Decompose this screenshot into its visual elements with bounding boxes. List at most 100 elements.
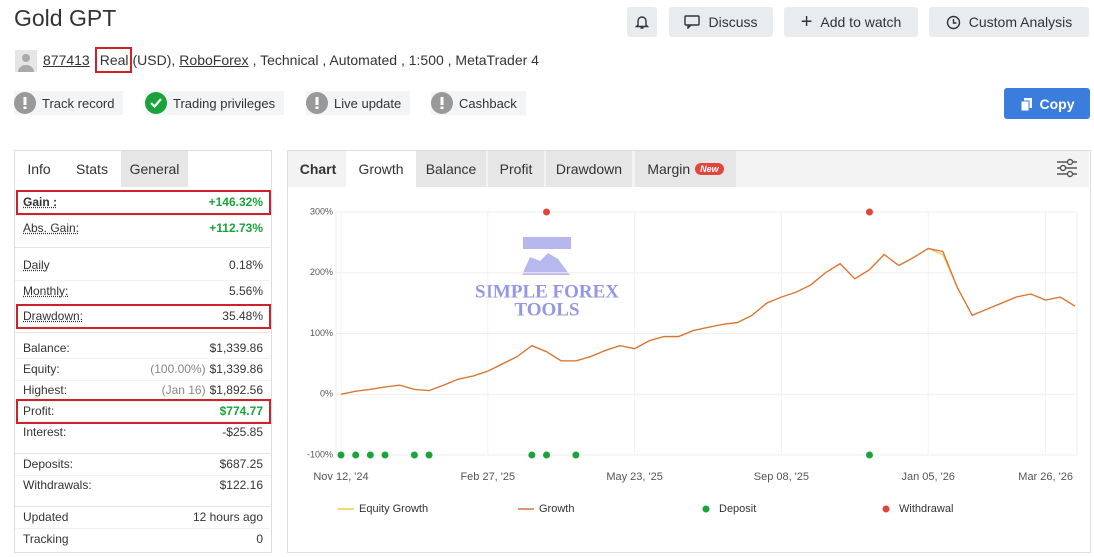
button-label: Custom Analysis bbox=[968, 14, 1073, 30]
account-type: Real bbox=[99, 52, 129, 68]
details: , Technical , Automated , 1:500 , MetaTr… bbox=[252, 52, 539, 68]
stat-label: Withdrawals: bbox=[23, 478, 92, 492]
stat-row: Tracking 0 bbox=[23, 531, 263, 547]
stat-label: Tracking bbox=[23, 532, 69, 546]
stat-label: Deposits: bbox=[23, 457, 74, 471]
currency: (USD), bbox=[132, 52, 176, 68]
badge-label: Live update bbox=[334, 95, 402, 111]
badge: Cashback bbox=[431, 91, 526, 115]
chart-tab-label: Growth bbox=[358, 161, 404, 177]
watermark: SIMPLE FOREX bbox=[475, 281, 619, 302]
chart-tab[interactable]: Profit bbox=[488, 151, 544, 187]
legend-label: Growth bbox=[539, 503, 574, 515]
discuss-button[interactable]: Discuss bbox=[669, 7, 773, 37]
chart-tab-label: Chart bbox=[299, 161, 337, 177]
deposit-marker bbox=[543, 451, 551, 459]
analysis-button[interactable]: Custom Analysis bbox=[929, 7, 1089, 37]
stat-value: $1,339.86 bbox=[210, 341, 263, 355]
copy-button[interactable]: Copy bbox=[1004, 88, 1090, 119]
chart-tab[interactable]: Drawdown bbox=[546, 151, 632, 187]
deposit-marker bbox=[572, 451, 580, 459]
chart-tab[interactable]: Margin New bbox=[635, 151, 736, 187]
growth-line bbox=[340, 247, 1076, 395]
account-id[interactable]: 877413 bbox=[43, 52, 90, 68]
chart-panel bbox=[287, 150, 1091, 553]
chart-tab-label: Margin bbox=[647, 161, 691, 177]
stat-row: Gain : +146.32% bbox=[23, 194, 263, 210]
stat-value: $122.16 bbox=[220, 478, 263, 492]
stat-label: Updated bbox=[23, 510, 69, 524]
stat-value-text: -$25.85 bbox=[222, 425, 263, 439]
chart-tab-label: Drawdown bbox=[555, 161, 623, 177]
y-tick-label: 200% bbox=[310, 267, 333, 277]
tab[interactable]: Info bbox=[27, 161, 51, 177]
tab[interactable]: General bbox=[121, 151, 188, 187]
separator bbox=[15, 401, 270, 402]
chart-tab-label: Profit bbox=[499, 161, 533, 177]
stat-label: Equity: bbox=[23, 362, 60, 376]
settings-icon[interactable] bbox=[1056, 158, 1078, 178]
chart-tab[interactable]: Balance bbox=[416, 151, 486, 187]
stat-label: Abs. Gain: bbox=[23, 221, 80, 235]
separator bbox=[15, 332, 270, 333]
stat-row: Daily 0.18% bbox=[23, 257, 263, 273]
stats-panel bbox=[14, 150, 272, 553]
chart-tab[interactable]: Growth bbox=[346, 151, 416, 187]
deposit-marker bbox=[425, 451, 433, 459]
watermark-logo bbox=[522, 237, 571, 275]
copy-label: Copy bbox=[1039, 95, 1075, 112]
stat-value: +146.32% bbox=[209, 195, 263, 209]
separator bbox=[15, 358, 270, 359]
badge-label: Trading privileges bbox=[173, 95, 276, 111]
stat-value: $774.77 bbox=[220, 404, 263, 418]
stat-row: Drawdown: 35.48% bbox=[23, 308, 263, 324]
x-tick-label: Nov 12, '24 bbox=[313, 471, 368, 483]
deposit-marker bbox=[337, 451, 345, 459]
highlight bbox=[16, 399, 271, 424]
broker[interactable]: RoboForex bbox=[179, 52, 249, 68]
chart: SIMPLE FOREX TOOLS 300% 200% 100% 0% -100% No… bbox=[307, 206, 1078, 515]
title: Gold GPT bbox=[14, 5, 117, 31]
stat-value-text: 12 hours ago bbox=[192, 510, 263, 524]
y-tick-label: -100% bbox=[307, 449, 333, 459]
stat-row: Equity: (100.00%) $1,339.86 bbox=[23, 361, 263, 377]
stat-row: Interest: -$25.85 bbox=[23, 424, 263, 440]
watch-button[interactable]: + Add to watch bbox=[784, 7, 918, 37]
chart-tab: Chart bbox=[290, 151, 346, 187]
separator bbox=[15, 453, 270, 454]
stat-value-text: 5.56% bbox=[228, 284, 263, 298]
button-label: Add to watch bbox=[820, 14, 902, 30]
badge: Live update bbox=[306, 91, 411, 115]
stat-value-text: $1,892.56 bbox=[209, 383, 263, 397]
badge: Track record bbox=[14, 91, 124, 115]
stat-value: $687.25 bbox=[220, 457, 263, 471]
highlight bbox=[16, 304, 271, 329]
notify-button[interactable] bbox=[627, 7, 657, 37]
separator bbox=[15, 247, 270, 248]
x-tick-label: Mar 26, '26 bbox=[1018, 471, 1073, 483]
x-tick-label: Feb 27, '25 bbox=[460, 471, 515, 483]
legend-label: Equity Growth bbox=[359, 503, 428, 515]
badge: Trading privileges bbox=[145, 91, 285, 115]
stat-row: Balance: $1,339.86 bbox=[23, 340, 263, 356]
highlight bbox=[95, 47, 132, 73]
stat-value: 12 hours ago bbox=[193, 510, 263, 524]
tab[interactable]: Stats bbox=[76, 161, 108, 177]
stat-value-text: +146.32% bbox=[208, 195, 263, 209]
stat-label: Highest: bbox=[23, 383, 68, 397]
chart-tab-label: Balance bbox=[425, 161, 477, 177]
stat-value-text: 0.18% bbox=[228, 258, 263, 272]
separator bbox=[15, 506, 270, 507]
avatar bbox=[15, 50, 37, 72]
stat-row: Withdrawals: $122.16 bbox=[23, 477, 263, 493]
stat-row: Monthly: 5.56% bbox=[23, 283, 263, 299]
stat-label: Daily bbox=[23, 258, 50, 272]
stat-value-text: $687.25 bbox=[219, 457, 263, 471]
stat-value: -$25.85 bbox=[222, 425, 263, 439]
stat-value-text: +112.73% bbox=[209, 221, 263, 235]
stat-note: (Jan 16) bbox=[161, 383, 206, 397]
stat-value-text: 0 bbox=[256, 532, 263, 546]
stat-label: Monthly: bbox=[23, 284, 69, 298]
y-tick-label: 300% bbox=[310, 206, 333, 216]
